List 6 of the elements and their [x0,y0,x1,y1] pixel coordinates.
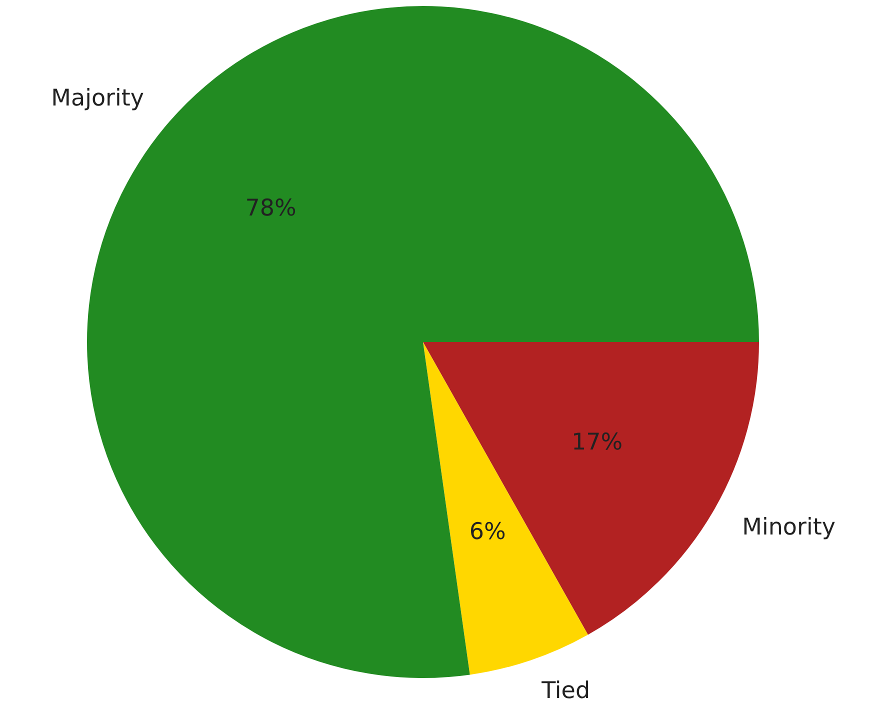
slice-label: Minority [742,514,836,540]
data-label: 6% [469,518,506,545]
data-label: 78% [245,196,296,222]
data-label: 17% [572,430,623,456]
slice-label: Tied [540,678,590,704]
slice-label: Majority [51,86,144,112]
